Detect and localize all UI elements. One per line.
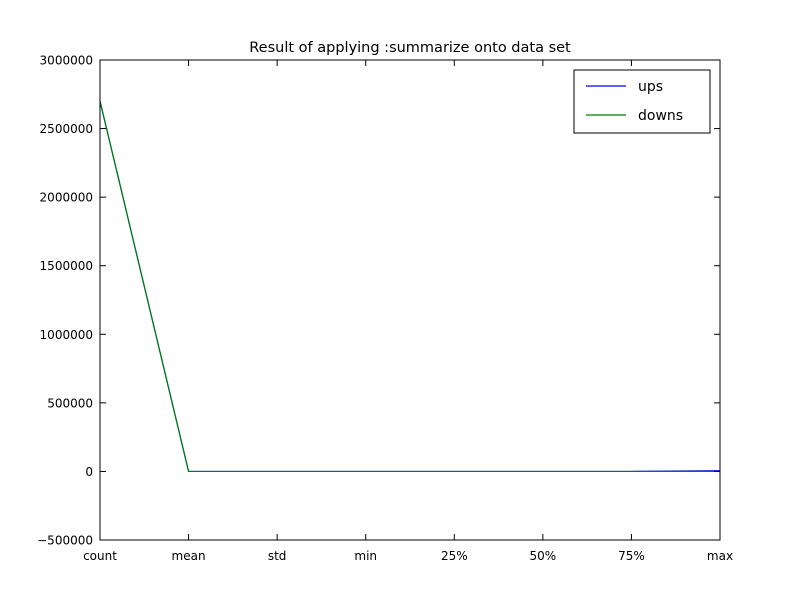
legend-label-ups: ups: [638, 79, 663, 95]
x-tick-label: 25%: [441, 549, 468, 563]
x-tick-label: count: [83, 549, 117, 563]
legend-box: [573, 69, 711, 134]
series-line-downs: [99, 101, 720, 473]
y-tick-label: 0: [85, 465, 93, 479]
plot-frame: [99, 59, 721, 541]
legend: ups downs: [573, 69, 711, 134]
legend-label-downs: downs: [638, 108, 683, 124]
chart-title: Result of applying :summarize onto data …: [249, 40, 571, 56]
x-tick-label: max: [707, 549, 733, 563]
y-tick-label: 500000: [47, 396, 93, 410]
y-tick-label: 2500000: [40, 122, 93, 136]
y-tick-label: −500000: [37, 534, 93, 548]
series-layer: [99, 101, 721, 473]
x-tick-label: 75%: [618, 549, 645, 563]
x-tick-label: mean: [172, 549, 206, 563]
x-axis: count mean std min 25% 50% 75% max: [83, 60, 733, 563]
y-tick-label: 3000000: [40, 54, 93, 68]
x-tick-label: min: [354, 549, 377, 563]
y-tick-label: 1000000: [40, 328, 93, 342]
y-tick-label: 2000000: [40, 191, 93, 205]
x-tick-label: std: [268, 549, 287, 563]
x-tick-label: 50%: [530, 549, 557, 563]
y-tick-label: 1500000: [40, 259, 93, 273]
y-axis: −500000 0 500000 1000000 1500000 2000000 25000…: [37, 54, 720, 548]
